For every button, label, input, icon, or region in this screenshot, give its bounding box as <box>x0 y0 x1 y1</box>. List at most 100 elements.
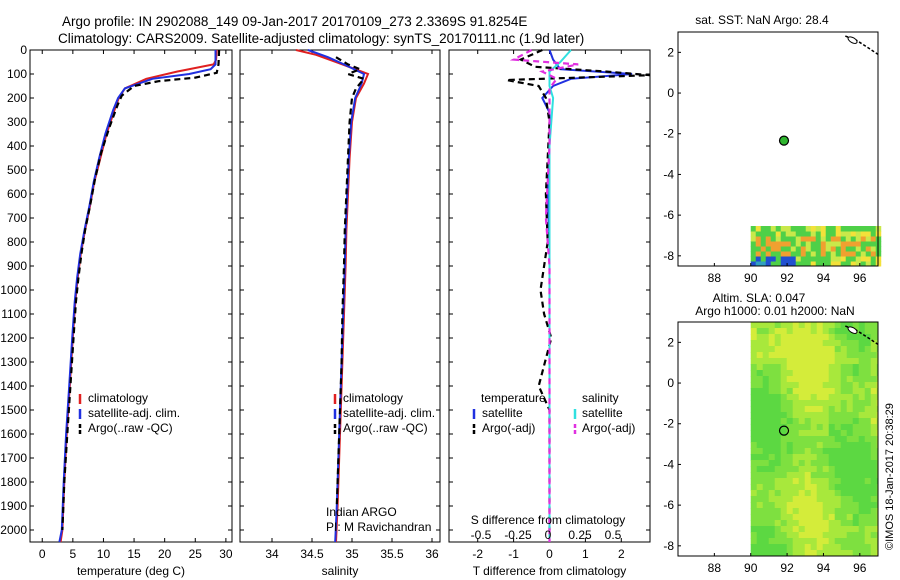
sla-cell <box>750 502 758 509</box>
sla-cell <box>864 472 872 479</box>
y-tick-label: 800 <box>7 235 27 249</box>
sla-cell <box>816 364 824 371</box>
sla-cell <box>768 406 776 413</box>
sla-cell <box>816 406 824 413</box>
sla-cell <box>852 454 860 461</box>
sla-cell <box>798 538 806 545</box>
sla-cell <box>858 358 866 365</box>
sla-cell <box>780 322 788 329</box>
sla-cell <box>834 478 842 485</box>
sla-cell <box>816 352 824 359</box>
sla-cell <box>852 382 860 389</box>
sla-cell <box>810 424 818 431</box>
sla-cell <box>768 352 776 359</box>
sla-cell <box>786 460 794 467</box>
sla-cell <box>864 490 872 497</box>
sla-cell <box>780 382 788 389</box>
sla-cell <box>786 550 794 556</box>
sla-cell <box>762 364 770 371</box>
sst-cell <box>810 226 817 232</box>
sst-cell <box>785 236 792 242</box>
sla-cell <box>792 418 800 425</box>
sla-cell <box>750 478 758 485</box>
sla-cell <box>846 370 854 377</box>
sla-cell <box>852 430 860 437</box>
sla-cell <box>792 454 800 461</box>
sla-cell <box>750 358 758 365</box>
sla-cell <box>810 454 818 461</box>
sst-cell <box>810 256 817 262</box>
sla-cell <box>786 454 794 461</box>
sst-cell <box>845 261 852 267</box>
sla-cell <box>756 520 764 527</box>
sla-cell <box>834 502 842 509</box>
sst-cell <box>840 246 847 252</box>
sla-cell <box>780 520 788 527</box>
sla-cell <box>852 478 860 485</box>
y-tick-label: 1200 <box>0 331 27 345</box>
sla-cell <box>756 490 764 497</box>
sla-cell <box>828 442 836 449</box>
sla-cell <box>852 442 860 449</box>
sla-cell <box>852 364 860 371</box>
sla-cell <box>810 430 818 437</box>
sst-cell <box>795 231 802 237</box>
sla-cell <box>780 478 788 485</box>
sla-cell <box>774 400 782 407</box>
sla-cell <box>864 322 872 329</box>
sla-cell <box>870 352 878 359</box>
sst-cell <box>840 231 847 237</box>
sla-cell <box>828 400 836 407</box>
sla-cell <box>822 322 830 329</box>
sla-cell <box>792 412 800 419</box>
sla-cell <box>798 358 806 365</box>
sst-cell <box>790 241 797 247</box>
sla-cell <box>792 346 800 353</box>
sst-cell <box>770 231 777 237</box>
sst-cell <box>770 261 777 267</box>
sla-cell <box>846 424 854 431</box>
sla-cell <box>846 520 854 527</box>
sla-cell <box>840 538 848 545</box>
sla-cell <box>750 334 758 341</box>
sla-cell <box>780 496 788 503</box>
sla-cell <box>756 550 764 556</box>
sla-cell <box>864 454 872 461</box>
sla-cell <box>804 484 812 491</box>
sst-cell <box>870 231 877 237</box>
sla-cell <box>864 532 872 539</box>
sla-cell <box>822 520 830 527</box>
sla-cell <box>792 460 800 467</box>
sst-cell <box>800 246 807 252</box>
sla-cell <box>822 508 830 515</box>
sla-cell <box>822 496 830 503</box>
sst-cell <box>855 231 862 237</box>
sla-cell <box>840 514 848 521</box>
sla-cell <box>798 394 806 401</box>
x-tick-label: 0 <box>39 547 46 561</box>
sla-cell <box>792 388 800 395</box>
sla-cell <box>852 370 860 377</box>
sla-cell <box>816 550 824 556</box>
sla-cell <box>846 340 854 347</box>
sla-cell <box>792 496 800 503</box>
sla-cell <box>834 346 842 353</box>
sla-cell <box>846 472 854 479</box>
sla-cell <box>786 520 794 527</box>
sst-cell <box>795 226 802 232</box>
y-tick-label: 600 <box>7 187 27 201</box>
sst-cell <box>830 256 837 262</box>
sla-cell <box>804 370 812 377</box>
sla-cell <box>816 376 824 383</box>
sla-cell <box>876 466 878 473</box>
sla-cell <box>822 388 830 395</box>
sla-cell <box>750 472 758 479</box>
series-line-argo <box>506 48 651 530</box>
sla-cell <box>774 454 782 461</box>
y-tick-label: -8 <box>663 249 674 263</box>
sla-cell <box>834 328 842 335</box>
title-line-1: Argo profile: IN 2902088_149 09-Jan-2017… <box>62 14 527 29</box>
sla-cell <box>780 472 788 479</box>
sst-map-panel: 88 90 92 94 96 2 0 -2 -4 -6 -8 sat. SST: NaN Argo: … <box>663 13 882 285</box>
